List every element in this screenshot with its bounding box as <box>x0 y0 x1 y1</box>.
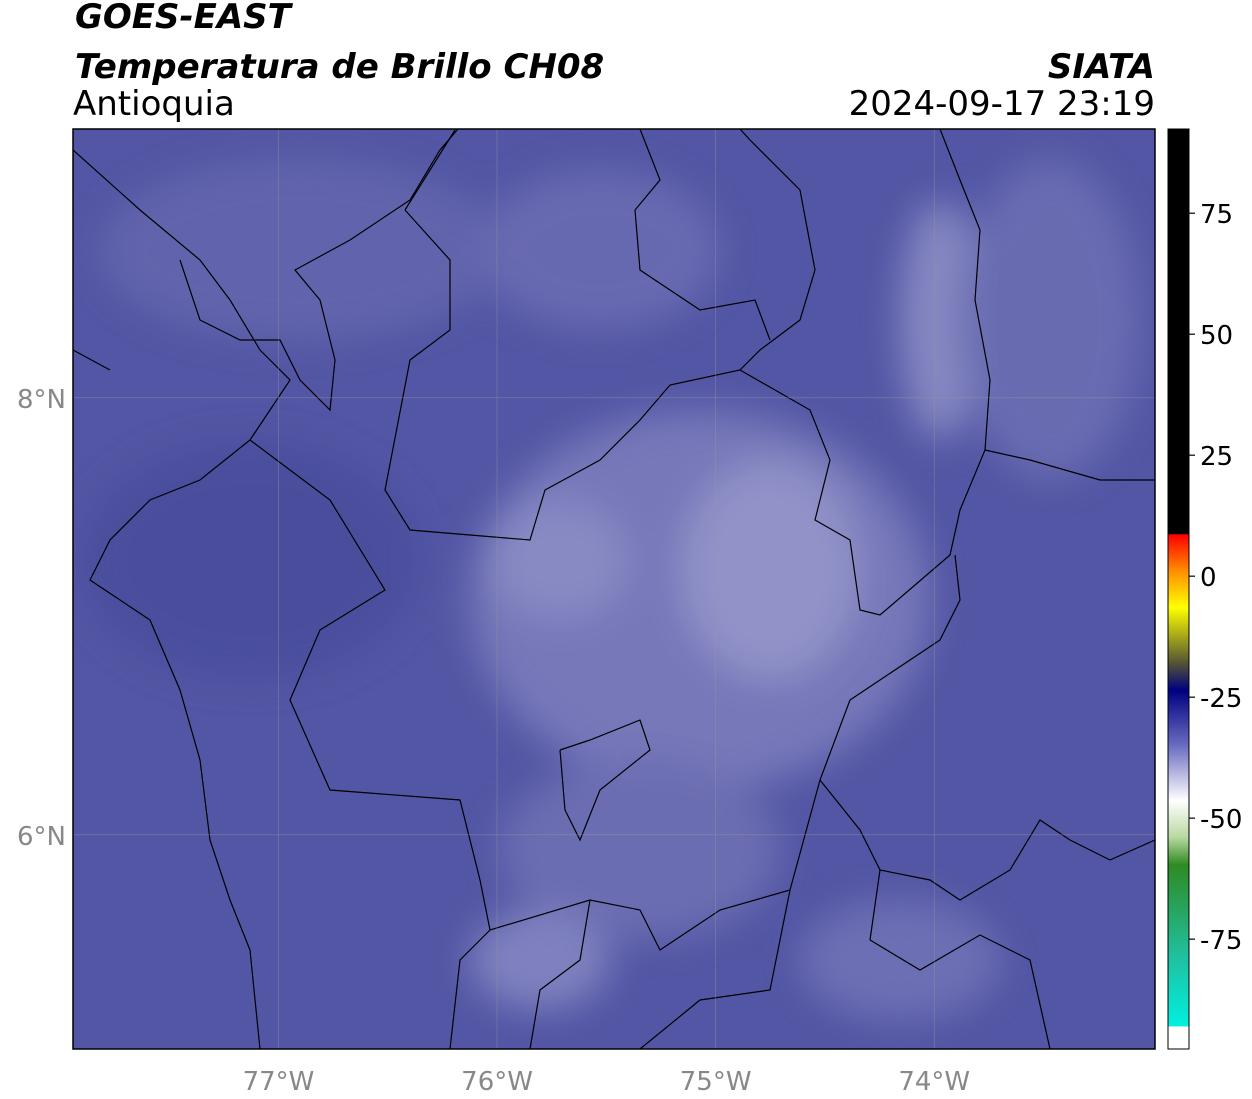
x-tick-label: 76°W <box>461 1067 533 1097</box>
x-tick-label: 74°W <box>898 1067 970 1097</box>
y-tick-label: 8°N <box>17 385 66 415</box>
x-tick-label: 75°W <box>680 1067 752 1097</box>
map-frame <box>72 128 1156 1050</box>
colorbar-tick-label: 25 <box>1200 442 1233 472</box>
colorbar-tick-label: 50 <box>1200 321 1233 351</box>
region: Antioquia <box>73 84 235 124</box>
colorbar-tick-label: 0 <box>1200 563 1217 593</box>
colorbar-tick-label: 75 <box>1200 200 1233 230</box>
map-field <box>73 129 1155 1049</box>
colorbar-tick-label: -50 <box>1200 805 1242 835</box>
colorbar <box>1167 128 1190 1050</box>
timestamp: 2024-09-17 23:19 <box>849 84 1155 124</box>
subtitle: Temperatura de Brillo CH08 <box>75 47 604 87</box>
title: GOES-EAST <box>75 0 294 37</box>
colorbar-tick-label: -75 <box>1200 926 1242 956</box>
y-tick-label: 6°N <box>17 822 66 852</box>
x-tick-label: 77°W <box>243 1067 315 1097</box>
colorbar-tick-label: -25 <box>1200 684 1242 714</box>
graticule <box>73 129 1155 1049</box>
source: SIATA <box>1048 47 1155 87</box>
